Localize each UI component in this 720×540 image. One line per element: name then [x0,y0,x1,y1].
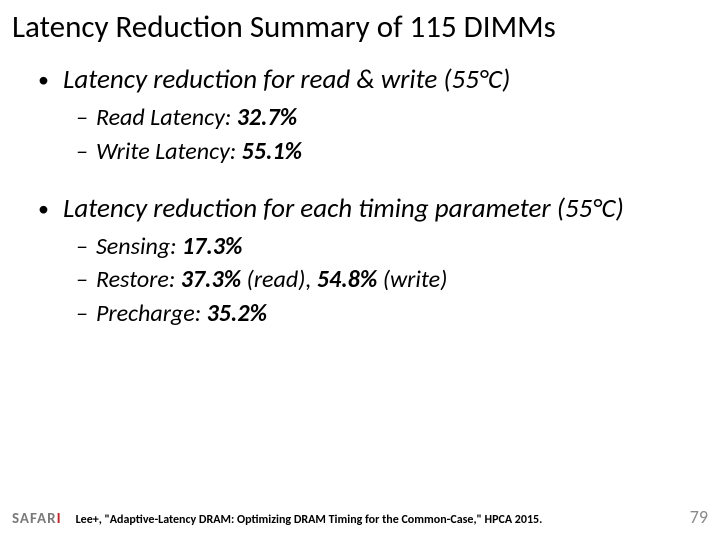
logo-suffix: I [57,510,62,528]
item-value: 37.3% [181,265,241,294]
item-tail: (write) [377,265,447,294]
item-value: 55.1% [242,137,302,166]
item-mid: (read), [241,265,317,294]
spacer [18,169,702,187]
section2-heading: Latency reduction for each timing parame… [63,193,624,225]
list-item: Read Latency: 32.7% [96,102,297,133]
list-item: Precharge: 35.2% [96,298,267,329]
item-value: 32.7% [237,103,297,132]
bullet-lvl1: • Latency reduction for read & write (55… [38,64,702,96]
bullet-lvl1: • Latency reduction for each timing para… [38,193,702,225]
bullet-lvl2: – Write Latency: 55.1% [76,136,702,167]
dash-icon: – [76,231,88,262]
bullet-lvl2: – Restore: 37.3% (read), 54.8% (write) [76,264,702,295]
list-item: Restore: 37.3% (read), 54.8% (write) [96,264,447,295]
section1-heading: Latency reduction for read & write (55°C… [63,64,510,96]
citation: Lee+, "Adaptive-Latency DRAM: Optimizing… [76,513,543,528]
page-number: 79 [690,506,708,528]
item-value2: 54.8% [317,265,377,294]
dash-icon: – [76,298,88,329]
slide: Latency Reduction Summary of 115 DIMMs •… [0,0,720,540]
item-label: Restore: [96,265,181,294]
dash-icon: – [76,264,88,295]
footer: SAFARI Lee+, "Adaptive-Latency DRAM: Opt… [12,506,708,528]
bullet-lvl2: – Precharge: 35.2% [76,298,702,329]
bullet-dot-icon: • [38,193,49,225]
dash-icon: – [76,102,88,133]
bullet-lvl2: – Read Latency: 32.7% [76,102,702,133]
item-label: Sensing: [96,232,182,261]
item-value: 35.2% [207,299,267,328]
logo-prefix: SAFAR [12,510,57,528]
bullet-dot-icon: • [38,64,49,96]
item-label: Write Latency: [96,137,242,166]
page-title: Latency Reduction Summary of 115 DIMMs [12,8,708,54]
bullet-lvl2: – Sensing: 17.3% [76,231,702,262]
item-label: Precharge: [96,299,207,328]
safari-logo: SAFARI [12,510,62,528]
item-label: Read Latency: [96,103,237,132]
list-item: Sensing: 17.3% [96,231,242,262]
content-body: • Latency reduction for read & write (55… [12,54,708,329]
dash-icon: – [76,136,88,167]
list-item: Write Latency: 55.1% [96,136,302,167]
item-value: 17.3% [182,232,242,261]
